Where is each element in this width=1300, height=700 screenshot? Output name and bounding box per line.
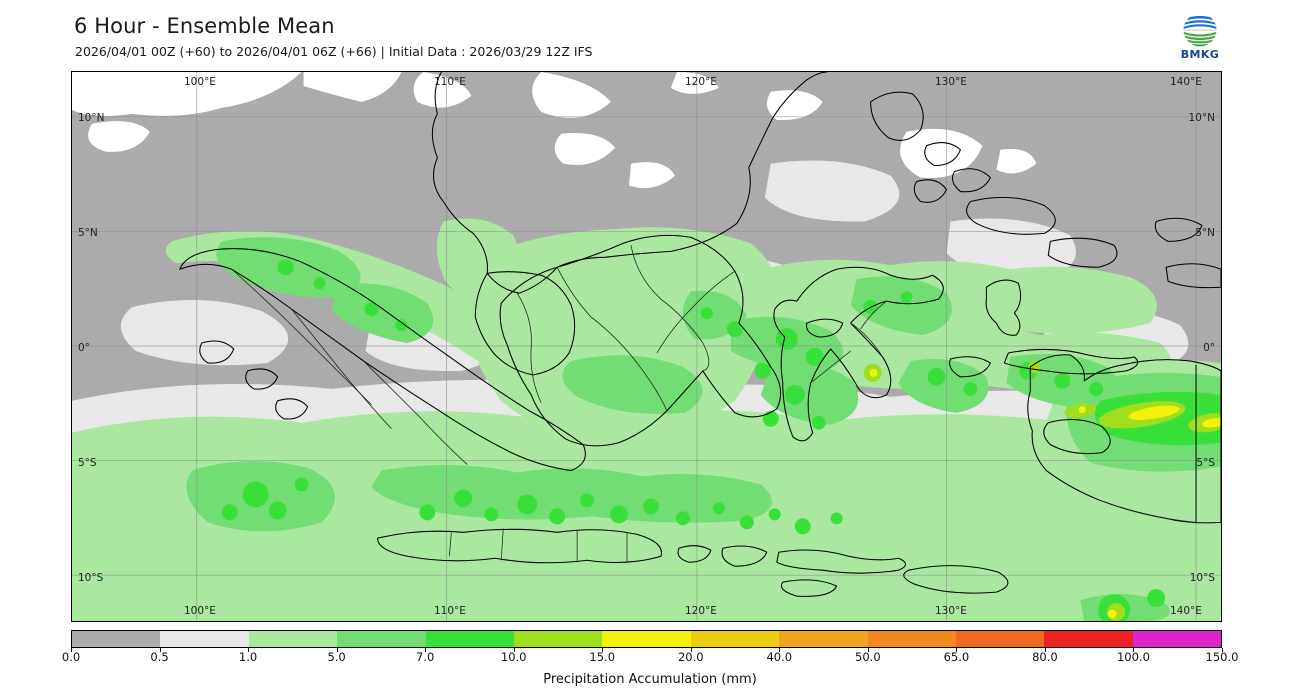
lon-label-top-130e: 130°E	[935, 76, 967, 88]
bmkg-logo: BMKG	[1172, 12, 1228, 64]
lon-label-bottom-100e: 100°E	[184, 605, 216, 617]
precipitation-map[interactable]: .p00{fill:#ababab}.p05{fill:#e8e8e8}.p10…	[71, 71, 1222, 622]
colorbar-tick-label: 40.0	[766, 650, 793, 664]
lat-label-left-10n: 10°N	[78, 112, 105, 124]
colorbar-tickmark	[71, 648, 72, 652]
colorbar-tickmark	[1044, 648, 1046, 652]
lon-label-top-110e: 110°E	[434, 76, 466, 88]
colorbar-tickmark	[425, 648, 427, 652]
colorbar-tickmark	[867, 648, 869, 652]
colorbar-segment	[160, 631, 249, 647]
colorbar-tick-label: 0.0	[61, 650, 81, 664]
lon-label-bottom-140e: 140°E	[1170, 605, 1202, 617]
colorbar-tickmark	[956, 648, 958, 652]
precipitation-colorbar[interactable]	[71, 630, 1222, 648]
administrative-boundaries	[231, 245, 1197, 563]
colorbar-tick-label: 15.0	[589, 650, 616, 664]
colorbar-tickmark	[1133, 648, 1135, 652]
colorbar-tickmark	[513, 648, 515, 652]
colorbar-tick-labels: 0.0 0.5 1.0 5.0 7.0 10.0 15.0 20.0 40.0 50.0 65.0 8…	[0, 650, 1300, 666]
colorbar-tickmark	[690, 648, 692, 652]
lon-label-bottom-110e: 110°E	[434, 605, 466, 617]
colorbar-axis-label: Precipitation Accumulation (mm)	[543, 672, 757, 687]
colorbar-tickmark	[159, 648, 161, 652]
map-canvas: .p00{fill:#ababab}.p05{fill:#e8e8e8}.p10…	[72, 72, 1221, 621]
colorbar-tickmark	[779, 648, 781, 652]
colorbar-tick-label: 1.0	[238, 650, 258, 664]
lon-label-top-140e: 140°E	[1170, 76, 1202, 88]
colorbar-segment	[690, 631, 780, 647]
lon-label-bottom-130e: 130°E	[935, 605, 967, 617]
colorbar-tick-label: 100.0	[1116, 650, 1150, 664]
colorbar-segment	[602, 631, 691, 647]
lat-label-right-10s: 10°S	[1189, 572, 1215, 584]
lat-label-right-10n: 10°N	[1188, 112, 1215, 124]
colorbar-tick-label: 50.0	[855, 650, 881, 664]
page-title: 6 Hour - Ensemble Mean	[74, 14, 335, 38]
colorbar-segment	[425, 631, 514, 647]
colorbar-tick-label: 5.0	[327, 650, 346, 664]
lat-label-right-5n: 5°N	[1195, 227, 1215, 239]
precip-layer-10-20mm	[863, 360, 1221, 621]
colorbar-tick-label: 150.0	[1205, 650, 1239, 664]
colorbar-tickmark	[336, 648, 338, 652]
colorbar-tickmark	[602, 648, 604, 652]
page-subtitle: 2026/04/01 00Z (+60) to 2026/04/01 06Z (…	[75, 44, 593, 59]
lat-label-left-5s: 5°S	[78, 457, 97, 469]
precip-layer-trace	[72, 72, 1037, 189]
lat-label-left-10s: 10°S	[78, 572, 104, 584]
lat-label-right-0: 0°	[1203, 342, 1215, 354]
colorbar-tickmark	[1222, 648, 1223, 652]
colorbar-tickmark	[248, 648, 250, 652]
bmkg-logo-label: BMKG	[1180, 48, 1220, 61]
colorbar-segment	[955, 631, 1045, 647]
colorbar-tick-label: 0.5	[150, 650, 169, 664]
colorbar-segment	[1132, 631, 1222, 647]
lat-label-right-5s: 5°S	[1196, 457, 1215, 469]
lon-label-top-120e: 120°E	[685, 76, 717, 88]
lon-label-top-100e: 100°E	[184, 76, 216, 88]
colorbar-segment	[1044, 631, 1133, 647]
lat-label-left-5n: 5°N	[78, 227, 98, 239]
colorbar-segment	[779, 631, 868, 647]
colorbar-segment	[72, 631, 161, 647]
lon-label-bottom-120e: 120°E	[685, 605, 717, 617]
colorbar-segment	[248, 631, 338, 647]
colorbar-tick-label: 80.0	[1032, 650, 1058, 664]
colorbar-tick-label: 7.0	[415, 650, 435, 664]
colorbar-tick-label: 20.0	[677, 650, 704, 664]
colorbar-tick-label: 10.0	[500, 650, 527, 664]
colorbar-segment	[337, 631, 426, 647]
colorbar-segment	[513, 631, 603, 647]
bmkg-emblem-icon	[1182, 12, 1218, 48]
colorbar-segment	[867, 631, 956, 647]
colorbar-tickmarks	[71, 648, 1223, 653]
lat-label-left-0: 0°	[78, 342, 90, 354]
colorbar-tick-label: 65.0	[943, 650, 970, 664]
